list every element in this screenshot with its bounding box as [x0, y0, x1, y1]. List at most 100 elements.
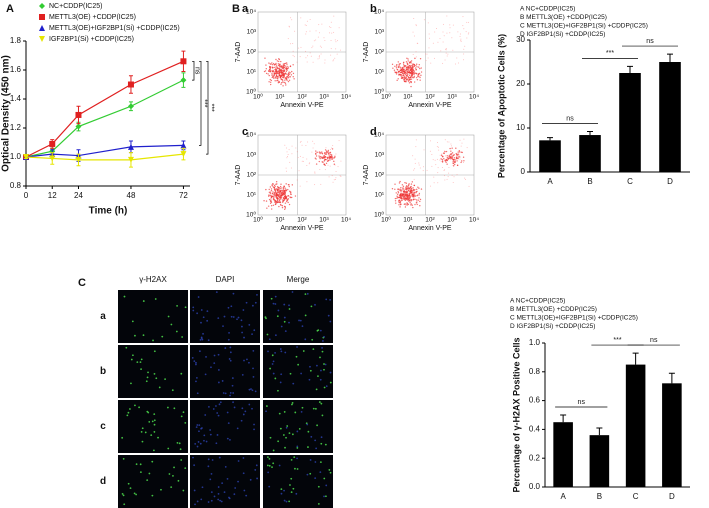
flow-event — [277, 78, 279, 80]
flow-event — [399, 200, 402, 203]
flow-event — [451, 174, 453, 176]
flow-event — [454, 161, 456, 164]
nucleus — [155, 377, 158, 380]
nucleus — [324, 443, 327, 446]
flow-event — [309, 162, 311, 164]
flow-event — [309, 19, 311, 21]
nucleus — [232, 316, 235, 318]
flow-event — [329, 165, 331, 167]
flow-event — [265, 64, 267, 66]
flow-event — [405, 190, 408, 193]
flow-event — [276, 79, 278, 82]
flow-event — [268, 188, 270, 191]
nucleus — [320, 442, 323, 445]
flow-event — [406, 74, 408, 77]
flow-event — [405, 70, 407, 72]
nucleus — [138, 406, 141, 409]
flow-event — [404, 188, 406, 190]
flow-event — [307, 55, 309, 57]
nucleus — [181, 336, 184, 338]
flow-event — [284, 79, 286, 81]
flow-event — [415, 139, 417, 141]
nucleus — [199, 350, 201, 353]
nucleus — [310, 435, 313, 438]
flow-event — [456, 174, 458, 176]
flow-event — [398, 199, 401, 201]
nucleus — [237, 316, 240, 319]
flow-event — [429, 150, 431, 152]
flow-event — [412, 63, 414, 65]
flow-event — [455, 63, 457, 65]
flow-event — [411, 204, 413, 206]
flow-event — [263, 200, 265, 202]
nucleus — [268, 457, 271, 460]
flow-event — [335, 48, 337, 50]
flow-event — [406, 194, 408, 197]
nucleus — [151, 460, 154, 463]
flow-event — [290, 193, 292, 196]
flow-event — [286, 200, 288, 203]
flow-event — [283, 193, 285, 195]
nucleus — [213, 495, 216, 498]
legend-label: METTL3(OE)+IGF2BP1(Si) +CDDP(IC25) — [49, 25, 180, 32]
nucleus — [251, 333, 253, 336]
flow-event — [332, 145, 334, 147]
nucleus — [296, 346, 298, 348]
significance-label: *** — [208, 104, 215, 112]
nucleus — [202, 332, 204, 335]
nucleus — [173, 466, 175, 469]
flow-event — [440, 158, 442, 160]
flow-event — [399, 202, 402, 204]
flow-event — [411, 65, 413, 67]
flow-event — [285, 62, 288, 64]
nucleus — [308, 378, 311, 381]
nucleus — [177, 479, 180, 482]
nucleus — [126, 414, 129, 417]
nucleus — [204, 414, 207, 416]
flow-event — [291, 70, 293, 73]
flow-event — [293, 56, 295, 58]
nucleus — [215, 442, 218, 445]
flow-x-tick: 10⁴ — [469, 94, 479, 101]
nucleus — [241, 325, 243, 328]
flow-event — [327, 149, 330, 152]
marker — [39, 14, 45, 20]
flow-x-tick: 10⁰ — [253, 93, 263, 101]
flow-event — [328, 32, 330, 34]
flow-event — [412, 206, 414, 209]
flow-event — [287, 195, 289, 197]
nucleus — [146, 376, 149, 379]
nucleus — [145, 380, 148, 383]
nucleus — [176, 441, 179, 444]
flow-event — [287, 67, 289, 70]
nucleus — [306, 292, 309, 295]
flow-event — [426, 169, 428, 171]
flow-event — [271, 184, 273, 186]
flow-event — [449, 32, 451, 34]
nucleus — [254, 390, 257, 393]
flow-event — [280, 66, 282, 68]
flow-event — [410, 183, 413, 185]
flow-event — [340, 160, 342, 162]
nucleus — [255, 464, 258, 467]
flow-event — [333, 160, 335, 163]
flow-event — [450, 143, 452, 145]
flow-event — [318, 32, 320, 34]
y-tick-label: 0.2 — [529, 453, 541, 462]
nucleus — [175, 330, 178, 333]
flow-event — [412, 188, 415, 191]
flow-event — [297, 156, 299, 158]
flow-event — [278, 74, 281, 77]
nucleus — [321, 347, 323, 349]
flow-event — [316, 151, 318, 154]
flow-event — [415, 24, 417, 26]
nucleus — [237, 480, 239, 483]
nucleus — [153, 372, 156, 375]
flow-event — [278, 67, 280, 70]
nucleus — [150, 434, 153, 437]
nucleus — [209, 478, 212, 481]
flow-event — [403, 197, 406, 199]
x-tick-label: 0 — [24, 191, 29, 200]
flow-event — [305, 50, 307, 52]
